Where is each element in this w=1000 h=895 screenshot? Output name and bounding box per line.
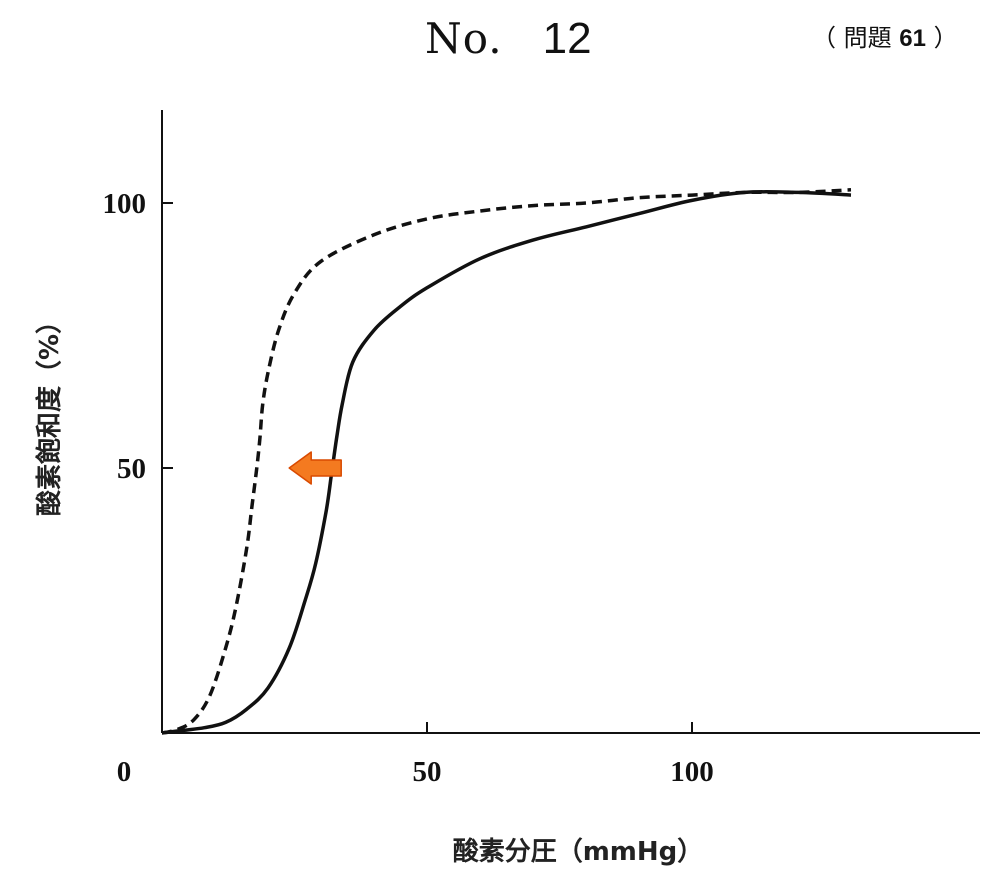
question-number: 61	[899, 25, 926, 52]
solid-curve	[161, 189, 852, 735]
series	[161, 188, 852, 735]
left-arrow-icon	[288, 451, 342, 485]
no-number: 12	[542, 14, 592, 63]
question-number-header: No. 12	[425, 14, 592, 70]
origin-label: 0	[117, 756, 132, 788]
x-axis-title: 酸素分圧（mmHg）	[453, 837, 704, 867]
y-tick-label: 50	[117, 453, 146, 485]
axes	[161, 110, 980, 734]
x-tick-label: 100	[670, 756, 714, 788]
y-tick-label: 100	[103, 188, 147, 220]
x-tick-label: 50	[413, 756, 442, 788]
question-reference: （ 問題 61 ）	[812, 18, 958, 53]
dashed-curve	[161, 188, 852, 735]
annotations	[288, 451, 342, 485]
question-open: （ 問題	[812, 24, 900, 52]
no-label: No.	[425, 14, 503, 63]
ticks: 50 100 50 100	[103, 188, 714, 788]
y-axis-title: 酸素飽和度（%）	[34, 308, 65, 516]
question-close: ）	[925, 24, 958, 52]
